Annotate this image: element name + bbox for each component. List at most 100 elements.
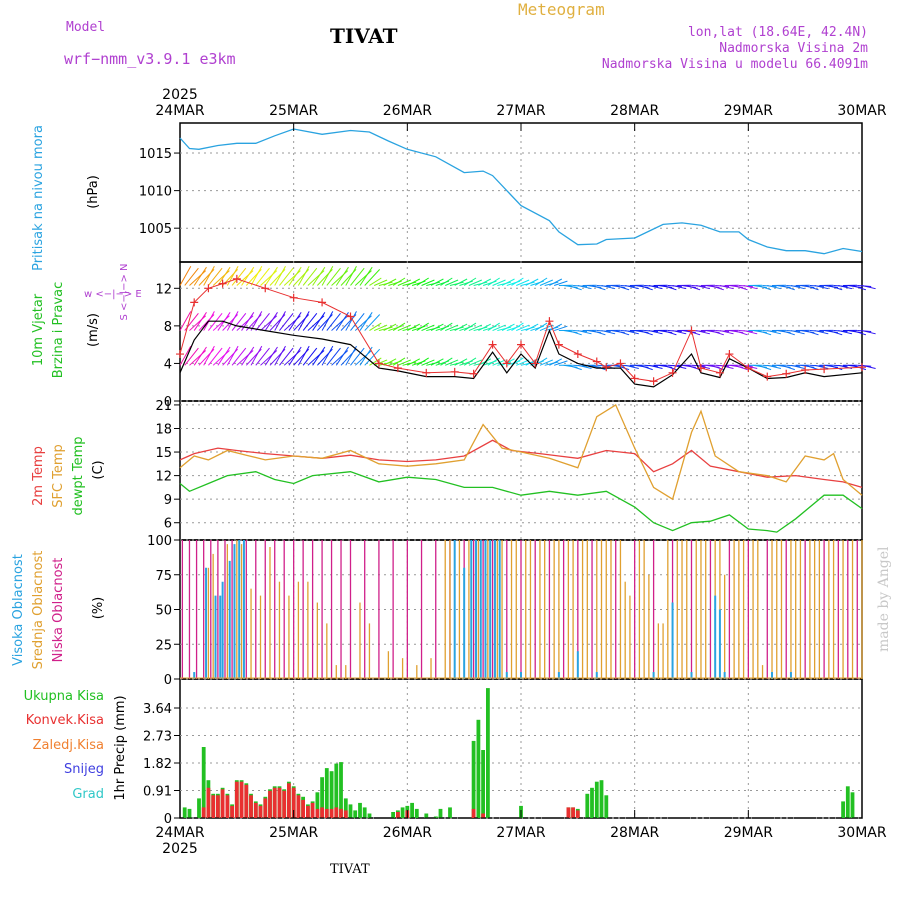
conv-precip-bar xyxy=(575,810,580,818)
total-precip-bar xyxy=(481,750,485,818)
axis-labels: 24MAR 24MAR 25MAR 25MAR 26MAR 26MAR 27MAR 27MAR… xyxy=(139,87,887,857)
conv-precip-bar xyxy=(343,810,348,818)
wind-barb xyxy=(179,311,192,331)
conv-precip-bar xyxy=(249,795,253,818)
wind-barb xyxy=(402,281,417,286)
wind-barb xyxy=(591,364,606,371)
conv-precip-bar xyxy=(277,787,282,818)
total-precip-bar xyxy=(585,793,590,818)
total-precip-bar xyxy=(320,777,324,818)
wind-barb xyxy=(463,277,477,286)
conv-precip-bar xyxy=(272,787,277,818)
year-label-top: 2025 xyxy=(162,87,198,103)
wind-gust-marker xyxy=(346,312,355,321)
wind-barb xyxy=(407,278,421,286)
total-precip-bar xyxy=(367,813,372,818)
date-label-bottom: 30MAR xyxy=(837,825,886,841)
wind-barb xyxy=(226,345,239,366)
date-label-bottom: 28MAR xyxy=(610,825,659,841)
wind-barb xyxy=(331,350,349,366)
conv-precip-bar xyxy=(234,781,239,818)
low-cloud-label: Niska Oblacnost xyxy=(51,558,66,663)
pressure-y-tick-label: 1015 xyxy=(139,147,172,162)
wind-barb xyxy=(861,364,876,369)
wind-barb xyxy=(615,330,630,336)
wind-barb xyxy=(274,311,286,331)
wind-barb xyxy=(492,279,506,286)
wind-gust-marker xyxy=(289,293,298,302)
wind-barb xyxy=(302,312,318,331)
wind-barb xyxy=(335,346,349,366)
wind-barb xyxy=(662,285,677,291)
clouds-y-tick-label: 25 xyxy=(155,638,172,653)
wind-barb xyxy=(208,347,223,366)
wind-gust-marker xyxy=(592,357,601,366)
wind-barb xyxy=(250,266,263,286)
date-label-bottom: 26MAR xyxy=(383,825,432,841)
wind-barb xyxy=(686,285,701,291)
grid-lines xyxy=(180,123,862,819)
wind-barb xyxy=(781,285,795,291)
date-label-bottom: 29MAR xyxy=(724,825,773,841)
wind-barb xyxy=(454,323,468,332)
wind-barb xyxy=(719,364,734,369)
date-label-top: 27MAR xyxy=(496,103,545,119)
wind-barb xyxy=(648,284,663,290)
model-label: Model xyxy=(66,20,106,35)
wind-barb xyxy=(767,284,782,290)
wind-barb xyxy=(354,270,372,286)
wind-barb xyxy=(312,312,326,331)
wind-barb xyxy=(359,346,373,366)
wind-barb xyxy=(440,277,453,286)
wind-barb xyxy=(260,315,278,331)
legend-hail: Grad xyxy=(72,787,104,802)
total-precip-bar xyxy=(448,807,452,818)
wind-barb xyxy=(534,322,548,331)
wind-barb xyxy=(549,323,563,332)
wind-gust-marker xyxy=(630,374,639,383)
total-precip-bar xyxy=(201,747,206,818)
wind-barb xyxy=(359,312,373,331)
temperature-y-tick-label: 18 xyxy=(155,422,172,437)
wind-barb xyxy=(790,330,805,335)
precip-unit: 1hr Precip (mm) xyxy=(113,695,128,800)
dewpt-line xyxy=(179,471,863,533)
wind-barb xyxy=(373,359,388,366)
conv-precip-bar xyxy=(566,807,571,818)
conv-precip-bar xyxy=(239,781,244,818)
wind-barb xyxy=(473,326,488,332)
wind-barb xyxy=(520,361,535,366)
conv-precip-bar xyxy=(258,805,263,818)
wind-barb xyxy=(805,330,819,336)
wind-barb xyxy=(264,312,278,331)
wind-barb xyxy=(672,284,687,290)
wind-barb xyxy=(430,358,444,366)
total-precip-bar xyxy=(329,771,334,818)
wind-barb xyxy=(478,358,492,366)
wind-barb xyxy=(345,345,357,366)
wind-gust-marker xyxy=(261,284,270,293)
wind-barb xyxy=(236,350,254,366)
precip-y-tick-label: 2.73 xyxy=(143,730,172,745)
wind-barb xyxy=(189,350,207,366)
wind-barb xyxy=(297,345,310,366)
conv-precip-bar xyxy=(287,783,291,819)
wind-barb xyxy=(468,324,482,332)
wind-barb xyxy=(416,277,429,286)
wind-speed-line xyxy=(179,320,863,388)
date-label-top: 29MAR xyxy=(724,103,773,119)
wind-barb xyxy=(767,330,782,335)
wind-barb xyxy=(193,346,207,366)
precip-y-tick-label: 0.91 xyxy=(143,785,172,800)
conv-precip-bar xyxy=(320,807,324,818)
wind-barb xyxy=(260,270,278,286)
wind-barb xyxy=(568,364,582,371)
clouds-y-tick-label: 100 xyxy=(147,534,172,549)
wind-barb xyxy=(757,364,772,371)
wind-gust-marker xyxy=(531,359,540,368)
meteogram-label: Meteogram xyxy=(518,0,605,19)
altitude-label: Nadmorska Visina 2m xyxy=(719,41,868,56)
temperature-y-tick-label: 15 xyxy=(155,446,172,461)
wind-barb xyxy=(743,330,758,335)
wind-barb xyxy=(539,359,553,366)
